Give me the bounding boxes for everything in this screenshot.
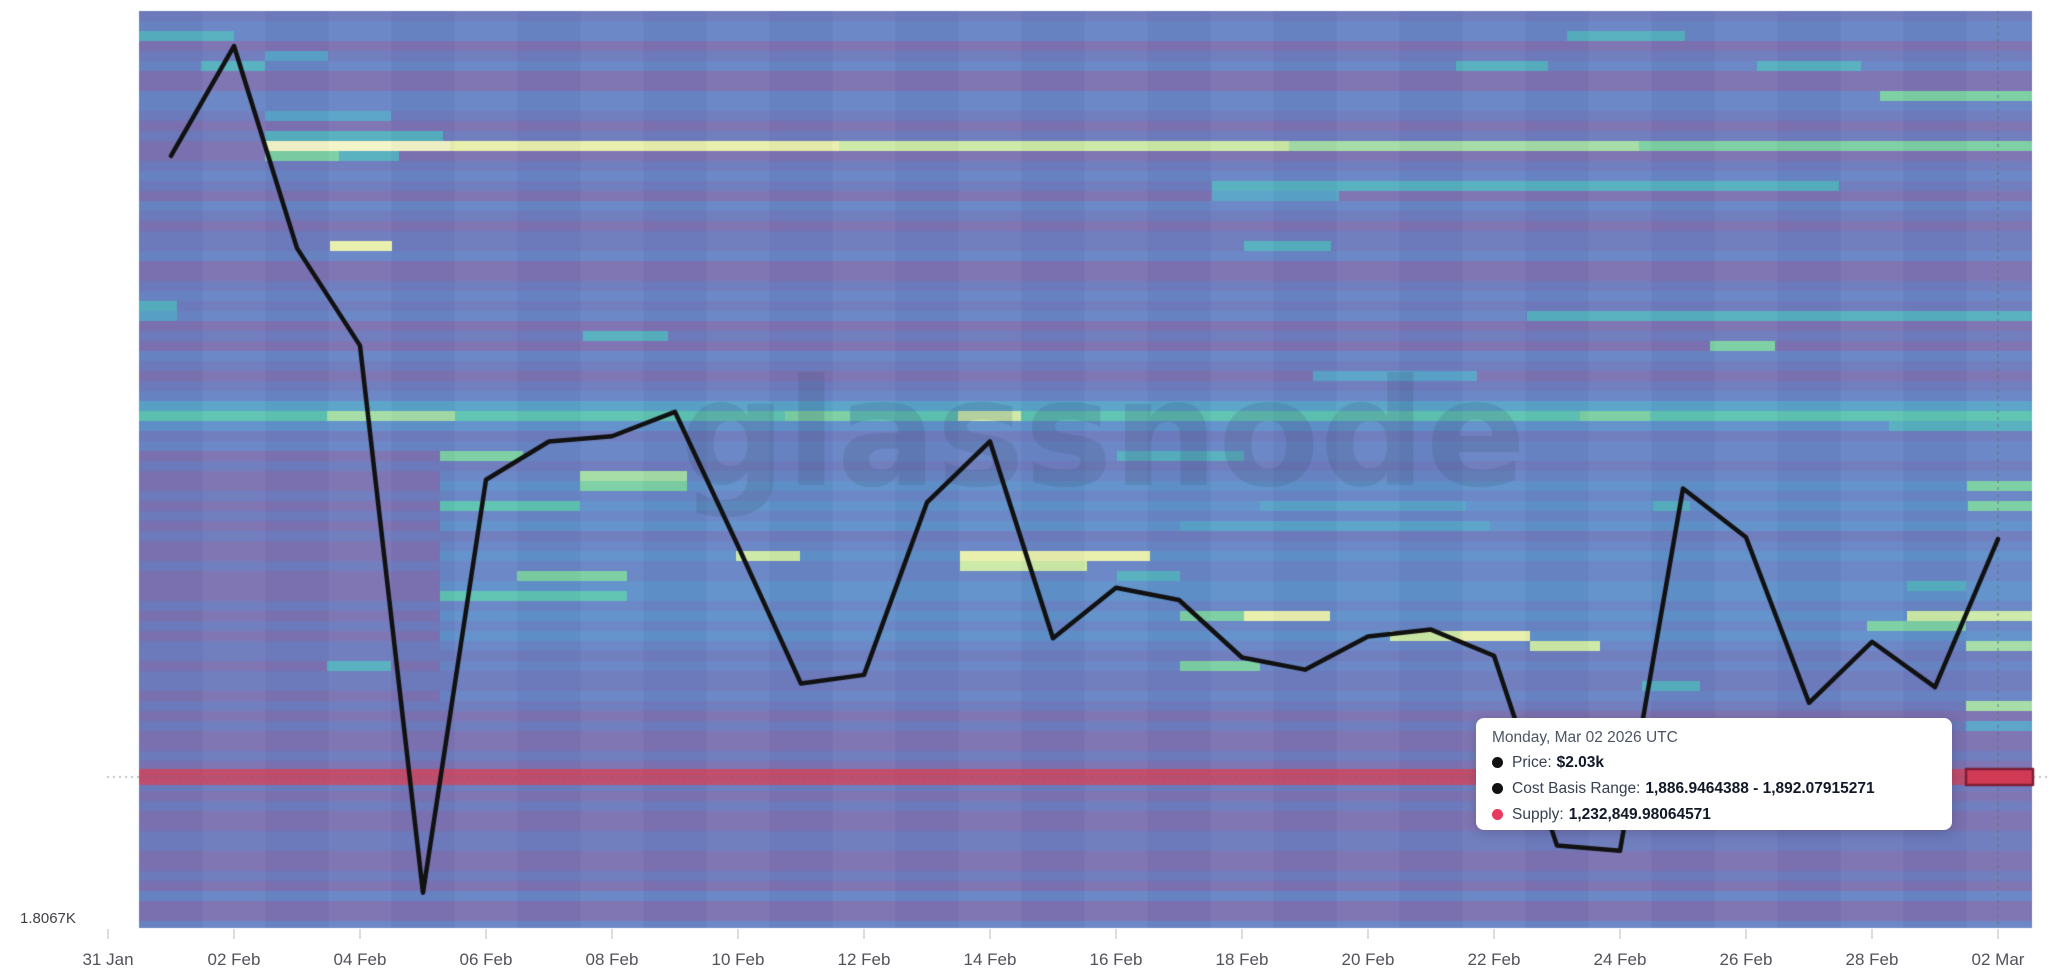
tooltip-cost-basis-value: 1,886.9464388 - 1,892.07915271 xyxy=(1645,780,1875,797)
tooltip-price-label: Price: xyxy=(1512,754,1552,771)
x-tick-mark xyxy=(1745,929,1747,939)
x-tick-mark xyxy=(1241,929,1243,939)
x-tick-mark xyxy=(1871,929,1873,939)
cost-basis-dot-icon xyxy=(1492,783,1503,794)
x-tick-label: 14 Feb xyxy=(963,950,1017,969)
x-tick-label: 20 Feb xyxy=(1341,950,1395,969)
x-tick-label: 12 Feb xyxy=(837,950,891,969)
x-tick-mark xyxy=(233,929,235,939)
x-tick-label: 22 Feb xyxy=(1467,950,1521,969)
x-tick-label: 31 Jan xyxy=(82,950,134,969)
x-tick-mark xyxy=(737,929,739,939)
x-tick-label: 18 Feb xyxy=(1215,950,1269,969)
x-tick-mark xyxy=(1367,929,1369,939)
x-tick-label: 26 Feb xyxy=(1719,950,1773,969)
x-tick-mark xyxy=(1115,929,1117,939)
x-tick-label: 10 Feb xyxy=(711,950,765,969)
x-tick-mark xyxy=(107,929,109,939)
tooltip-supply-row: Supply: 1,232,849.98064571 xyxy=(1492,804,1936,825)
tooltip-supply-value: 1,232,849.98064571 xyxy=(1568,806,1711,823)
x-tick-mark xyxy=(359,929,361,939)
x-tick-label: 02 Feb xyxy=(207,950,261,969)
x-tick-label: 06 Feb xyxy=(459,950,513,969)
tooltip-cost-basis-label: Cost Basis Range: xyxy=(1512,780,1641,797)
x-tick-mark xyxy=(1619,929,1621,939)
x-tick-label: 16 Feb xyxy=(1089,950,1143,969)
x-tick-mark xyxy=(1997,929,1999,939)
supply-dot-icon xyxy=(1492,809,1503,820)
x-tick-label: 04 Feb xyxy=(333,950,387,969)
x-tick-mark xyxy=(485,929,487,939)
tooltip-supply-label: Supply: xyxy=(1512,806,1564,823)
y-axis-bottom-label: 1.8067K xyxy=(20,910,76,927)
tooltip-price-value: $2.03k xyxy=(1556,754,1605,771)
tooltip-date-title: Monday, Mar 02 2026 UTC xyxy=(1492,729,1678,746)
x-tick-mark xyxy=(863,929,865,939)
x-tick-label: 28 Feb xyxy=(1845,950,1899,969)
price-dot-icon xyxy=(1492,757,1503,768)
hover-tooltip: Monday, Mar 02 2026 UTC Price: $2.03k Co… xyxy=(1476,718,1952,830)
x-tick-label: 02 Mar xyxy=(1971,950,2025,969)
x-tick-label: 08 Feb xyxy=(585,950,639,969)
x-tick-mark xyxy=(1493,929,1495,939)
x-tick-mark xyxy=(989,929,991,939)
x-tick-mark xyxy=(611,929,613,939)
tooltip-price-row: Price: $2.03k xyxy=(1492,752,1936,773)
tooltip-cost-basis-row: Cost Basis Range: 1,886.9464388 - 1,892.… xyxy=(1492,778,1936,799)
x-tick-label: 24 Feb xyxy=(1593,950,1647,969)
